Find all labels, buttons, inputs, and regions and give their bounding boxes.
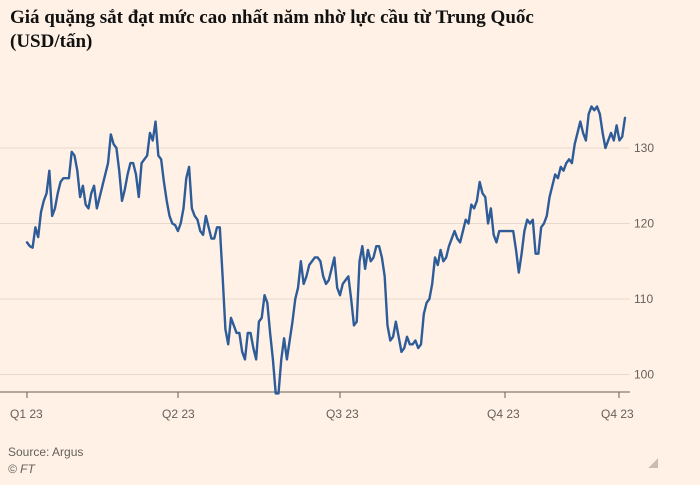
- y-tick-label: 110: [634, 292, 653, 306]
- source-note: Source: Argus: [8, 445, 84, 459]
- x-tick-label: Q3 23: [326, 407, 359, 421]
- series-line-layer: [25, 105, 627, 395]
- x-tick-label: Q4 23: [601, 407, 634, 421]
- y-tick-label: 130: [634, 141, 654, 155]
- x-tick-label: Q2 23: [162, 407, 195, 421]
- ft-credit: © FT: [8, 462, 35, 476]
- y-tick-label: 100: [634, 368, 654, 382]
- x-tick-label: Q4 23: [487, 407, 520, 421]
- y-tick-label: 120: [634, 217, 654, 231]
- resize-corner-icon: [648, 458, 658, 468]
- x-tick-label: Q1 23: [10, 407, 43, 421]
- grid-lines: [0, 147, 630, 375]
- x-axis: Q1 23 Q2 23 Q3 23 Q4 23 Q4 23: [0, 391, 634, 421]
- chart-title: Giá quặng sắt đạt mức cao nhất năm nhờ l…: [10, 7, 534, 52]
- y-axis-labels: 100 110 120 130: [634, 141, 654, 382]
- series-line: [25, 105, 627, 395]
- chart-area: Q1 23 Q2 23 Q3 23 Q4 23 Q4 23 100 110 120 130: [0, 105, 654, 421]
